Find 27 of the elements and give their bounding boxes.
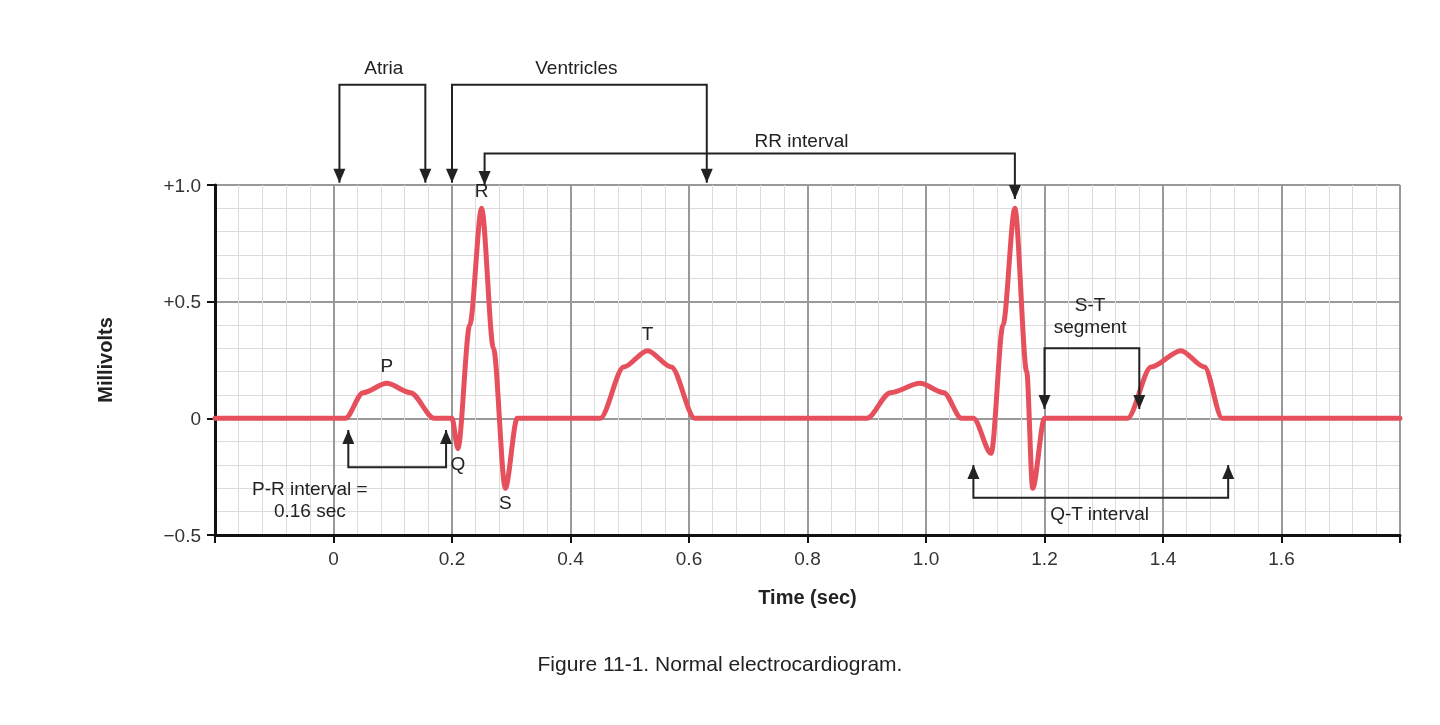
y-tick-label: +1.0	[163, 174, 201, 196]
x-tick-label: 1.2	[1031, 548, 1058, 569]
y-tick-label: +0.5	[163, 291, 201, 313]
x-tick-label: 0.6	[675, 548, 703, 569]
annotation: P	[379, 355, 395, 378]
x-tick-label: 1.4	[1149, 548, 1177, 569]
text: Ventricles	[534, 57, 619, 80]
annotation: S-T segment	[1052, 293, 1128, 338]
x-tick-label: 0.4	[557, 548, 585, 569]
x-tick-label: 0.8	[794, 548, 821, 569]
x-axis-title: Time (sec)	[758, 586, 857, 608]
annotation: T	[640, 322, 655, 345]
x-tick-label: 0.2	[438, 548, 466, 569]
y-tick-label: −0.5	[163, 524, 201, 546]
y-tick-label: 0	[190, 407, 201, 429]
caption: Figure 11-1. Normal electrocardiogram.	[536, 652, 904, 676]
x-tick-label: 1.0	[912, 548, 940, 569]
x-tick-label: 1.6	[1268, 548, 1295, 569]
text: RR interval	[753, 129, 850, 152]
annotation: Q-T interval	[1049, 503, 1151, 525]
annotation: P-R interval = 0.16 sec	[251, 478, 368, 522]
annotation: R	[473, 180, 490, 203]
annotation: S	[497, 492, 513, 515]
text: Atria	[363, 57, 405, 80]
x-tick-label: 0	[328, 548, 339, 569]
y-axis-title: Millivolts	[94, 317, 116, 403]
annotation: Q	[449, 452, 467, 475]
